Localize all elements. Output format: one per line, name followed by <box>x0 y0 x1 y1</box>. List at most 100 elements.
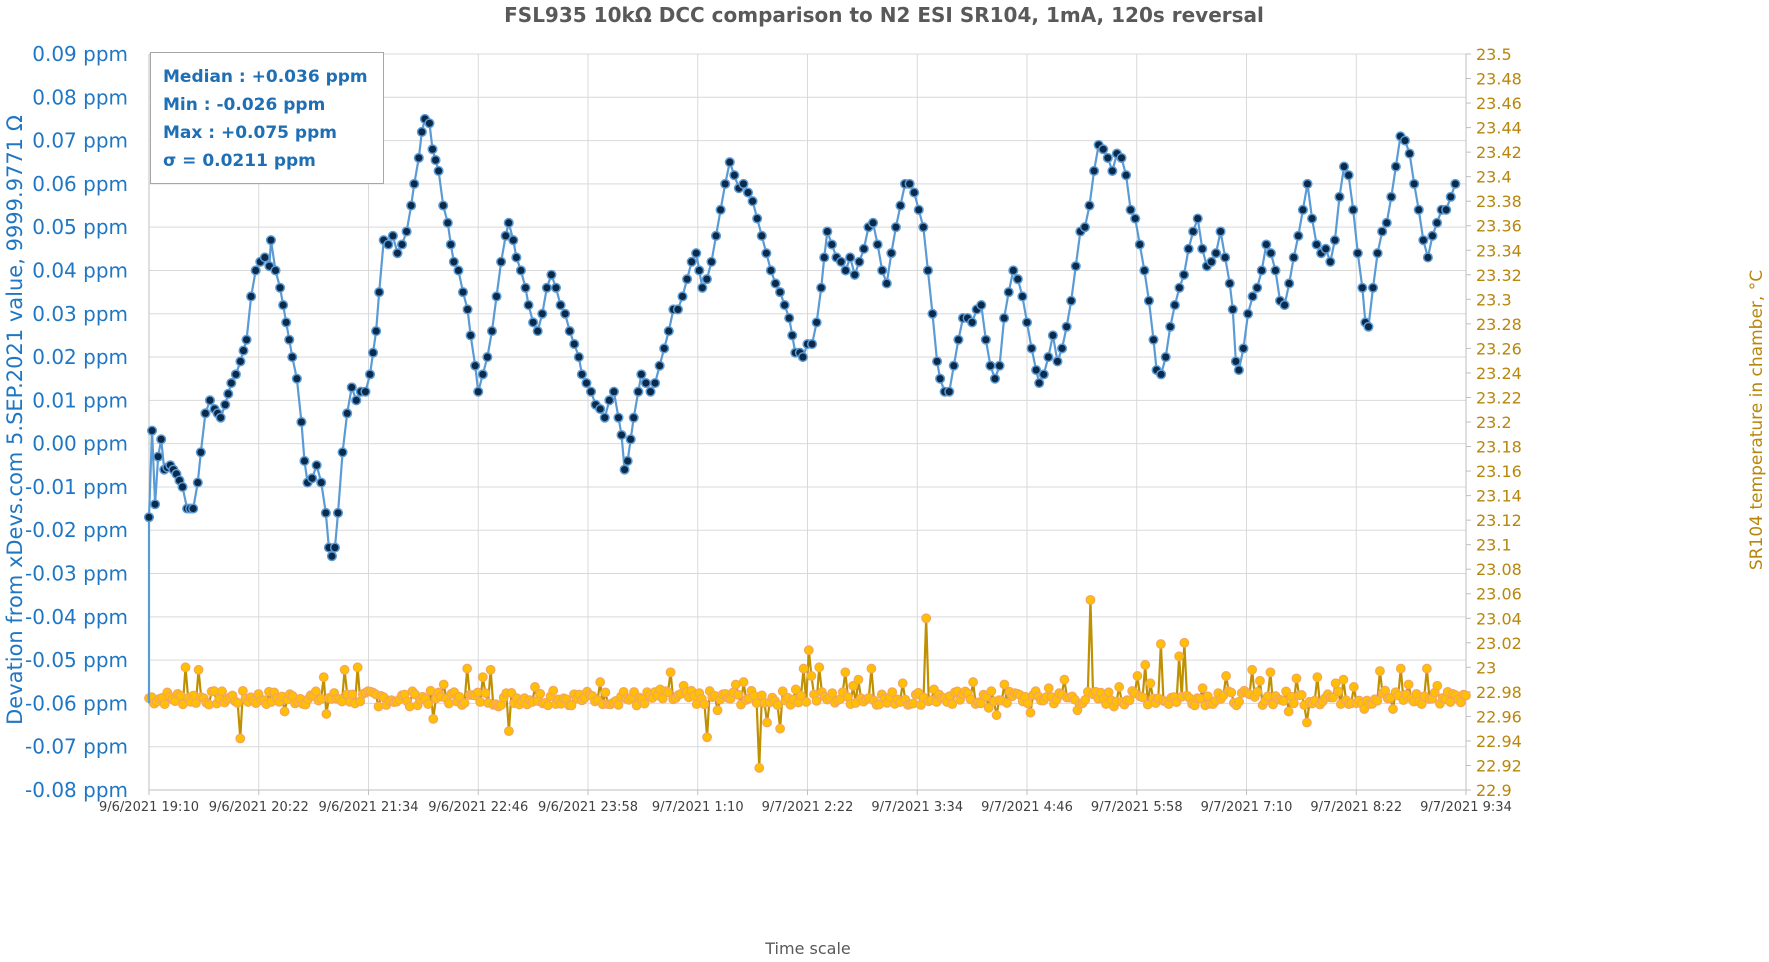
deviation-point <box>329 542 341 553</box>
y-tick-label-right: 23.38 <box>1476 192 1522 211</box>
deviation-point <box>153 451 164 462</box>
temperature-point <box>976 698 986 709</box>
deviation-point <box>462 304 473 315</box>
temperature-point <box>159 699 170 710</box>
temperature-point <box>1025 707 1036 718</box>
deviation-point <box>1169 300 1180 311</box>
deviation-point <box>729 170 740 181</box>
y-tick-label-left: 0.04 ppm <box>32 258 128 282</box>
deviation-point <box>564 326 575 337</box>
deviation-point <box>1381 217 1392 228</box>
deviation-point <box>1160 352 1171 363</box>
deviation-point <box>1139 265 1150 276</box>
deviation-point <box>1252 282 1263 293</box>
deviation-point <box>1343 170 1354 181</box>
temperature-point <box>1388 704 1398 714</box>
temperature-point <box>639 698 650 709</box>
deviation-point <box>200 408 211 419</box>
temperature-point <box>485 664 496 675</box>
deviation-point <box>1052 356 1063 367</box>
deviation-point <box>807 339 818 350</box>
deviation-point <box>238 345 249 356</box>
deviation-point <box>275 282 286 293</box>
deviation-point <box>1270 265 1281 276</box>
deviation-point <box>650 377 661 389</box>
deviation-point <box>1320 243 1331 254</box>
temperature-point <box>1432 680 1443 691</box>
deviation-point <box>625 434 636 445</box>
y-tick-label-left: 0.00 ppm <box>32 432 128 456</box>
deviation-point <box>672 304 683 315</box>
deviation-point <box>1116 152 1127 163</box>
temperature-point <box>462 663 473 674</box>
deviation-point <box>438 200 449 211</box>
deviation-point <box>1043 352 1054 363</box>
temperature-point <box>999 679 1010 690</box>
deviation-point <box>752 213 763 224</box>
deviation-point <box>1089 165 1100 176</box>
temperature-point <box>1197 683 1208 694</box>
temperature-point <box>232 697 243 708</box>
deviation-point <box>1293 230 1304 241</box>
temperature-point <box>1059 674 1070 685</box>
deviation-point <box>913 204 924 215</box>
deviation-point <box>585 386 597 397</box>
temperature-point <box>444 698 454 709</box>
deviation-point <box>1021 317 1033 328</box>
deviation-point <box>765 265 776 276</box>
x-tick-label: 9/6/2021 22:46 <box>428 800 528 815</box>
temperature-point <box>806 671 817 681</box>
temperature-point <box>665 667 676 678</box>
deviation-point <box>215 412 226 423</box>
x-tick-label: 9/7/2021 8:22 <box>1310 800 1402 815</box>
temperature-point <box>947 699 958 710</box>
temperature-point <box>1395 663 1406 674</box>
deviation-point <box>1215 226 1226 237</box>
y-tick-label-left: -0.01 ppm <box>25 475 128 499</box>
deviation-point <box>1386 191 1397 202</box>
y-tick-label-right: 23.32 <box>1476 266 1522 285</box>
y-tick-label-right: 23.36 <box>1476 217 1522 236</box>
temperature-point <box>1375 666 1385 676</box>
y-axis-label-left: Devation from xDevs.com 5.SEP.2021 value… <box>3 115 27 725</box>
deviation-point <box>1098 144 1109 155</box>
deviation-point <box>1367 282 1379 293</box>
temperature-point <box>1421 663 1432 674</box>
x-tick-label: 9/7/2021 1:10 <box>652 800 744 815</box>
temperature-point <box>237 685 248 696</box>
deviation-point <box>223 388 234 399</box>
x-axis-ticks: 9/6/2021 19:10 9/6/2021 20:22 9/6/2021 21:… <box>99 790 1512 815</box>
temperature-point <box>772 700 783 710</box>
y-tick-label-left: -0.04 ppm <box>25 605 128 629</box>
y-tick-label-right: 22.9 <box>1476 781 1512 800</box>
deviation-point <box>477 369 488 380</box>
deviation-point <box>1047 330 1058 341</box>
deviation-point <box>599 412 610 423</box>
deviation-point <box>691 248 702 259</box>
deviation-point <box>523 300 534 311</box>
temperature-point <box>503 726 514 737</box>
deviation-point <box>364 369 376 380</box>
deviation-point <box>371 326 382 337</box>
y-tick-label-right: 23.1 <box>1476 536 1512 555</box>
y-tick-label-right: 22.92 <box>1476 756 1522 775</box>
temperature-point <box>754 763 765 773</box>
temperature-point <box>535 688 546 699</box>
temperature-point <box>193 664 204 675</box>
x-tick-label: 9/7/2021 4:46 <box>981 800 1073 815</box>
temperature-point <box>796 690 806 701</box>
deviation-point <box>520 282 531 293</box>
deviation-point <box>784 313 795 324</box>
temperature-point <box>425 685 436 696</box>
temperature-point <box>733 689 744 700</box>
y-tick-label-left: -0.08 ppm <box>25 778 128 802</box>
deviation-point <box>296 416 307 428</box>
temperature-point <box>1080 694 1091 705</box>
deviation-point <box>840 265 851 276</box>
deviation-point <box>406 200 417 211</box>
deviation-point <box>1026 343 1037 354</box>
temperature-point <box>1140 659 1151 670</box>
temperature-point <box>438 679 449 690</box>
temperature-point <box>866 663 877 674</box>
y-tick-label-right: 23.24 <box>1476 364 1522 383</box>
